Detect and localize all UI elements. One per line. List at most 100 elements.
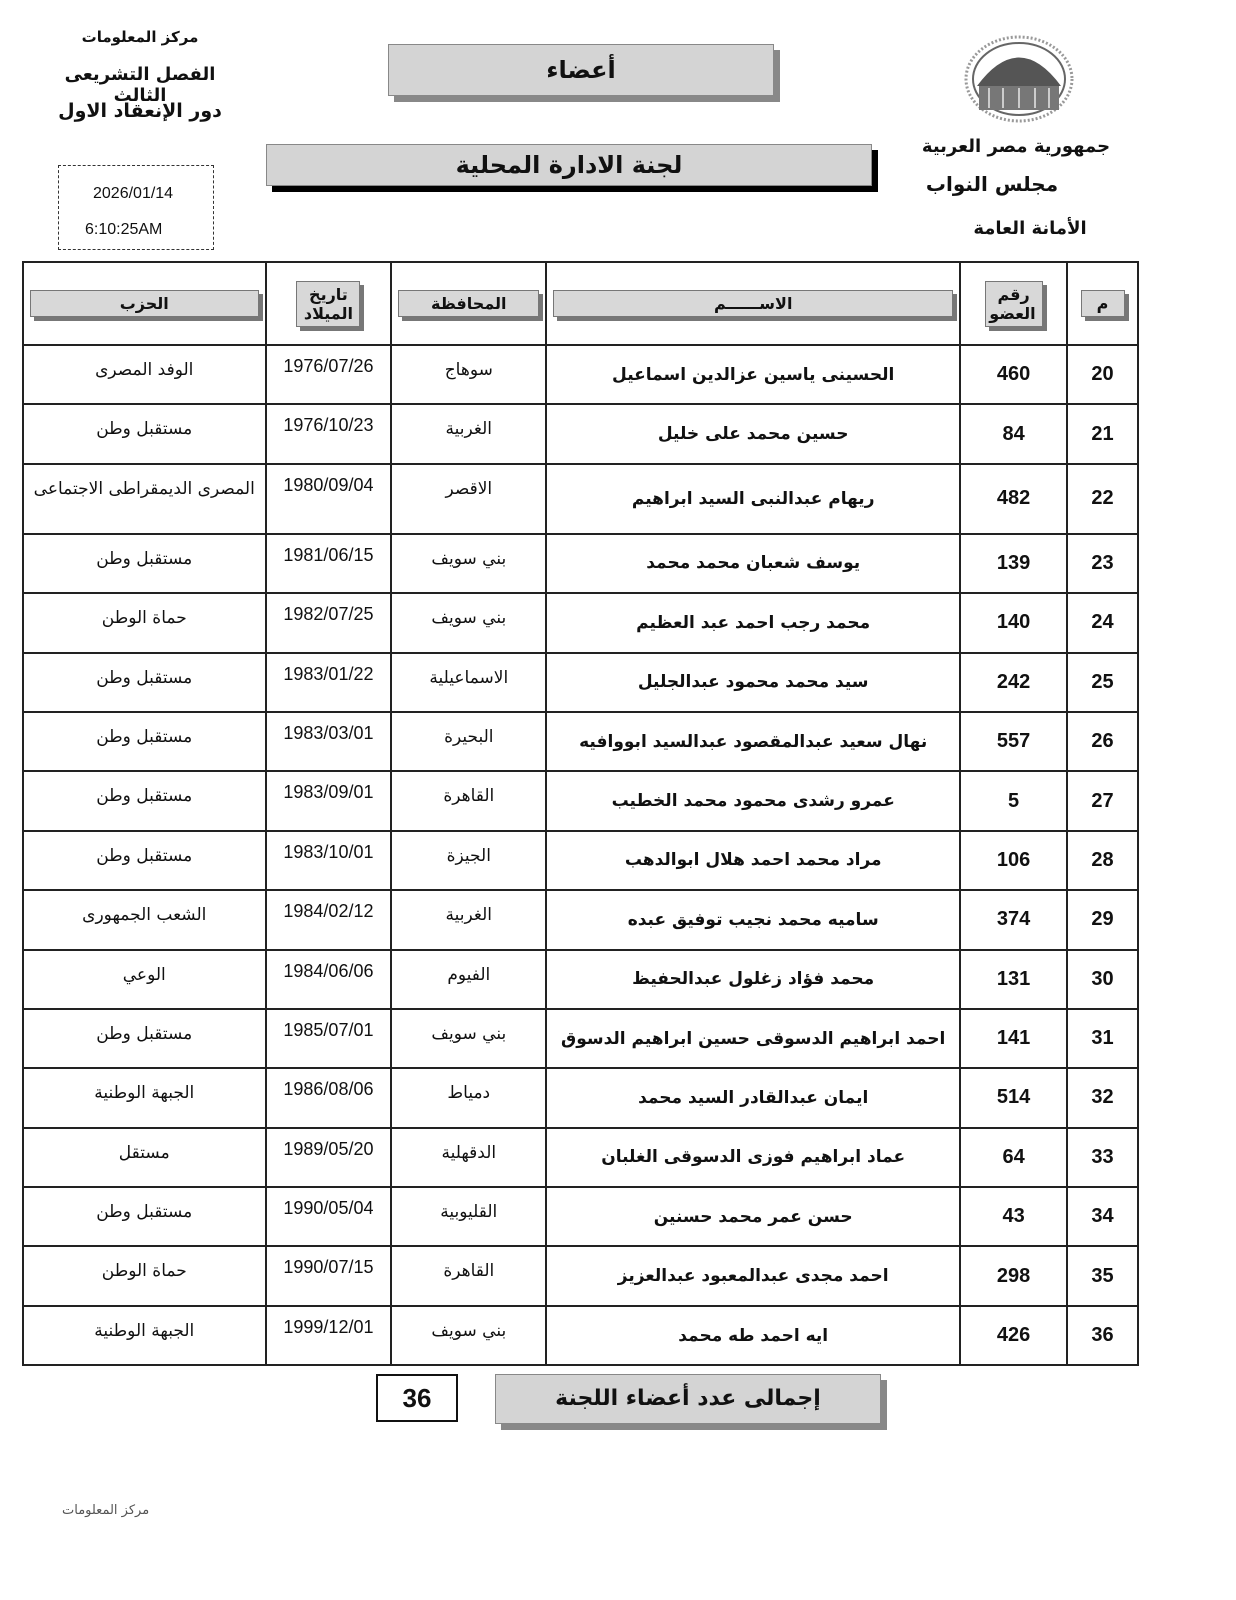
governorate: الاسماعيلية xyxy=(390,651,548,713)
member-number: 5 xyxy=(959,770,1069,832)
row-index: 34 xyxy=(1066,1186,1139,1248)
governorate: الفيوم xyxy=(390,948,548,1010)
member-number: 426 xyxy=(959,1304,1069,1367)
birth-date: 1983/10/01 xyxy=(264,829,393,892)
member-name: عماد ابراهيم فوزى الدسوقى الغلبان xyxy=(545,1126,962,1189)
party: الوعي xyxy=(22,948,267,1010)
party: مستقبل وطن xyxy=(22,1186,267,1248)
birth-date: 1982/07/25 xyxy=(264,592,393,654)
table-row: 34 43 حسن عمر محمد حسنين القليوبية 1990/05/0… xyxy=(22,1186,1139,1248)
table-row: 30 131 محمد فؤاد زغلول عبدالحفيظ الفيوم 1984… xyxy=(22,948,1139,1010)
row-index: 32 xyxy=(1066,1067,1139,1129)
birth-date: 1984/02/12 xyxy=(264,889,393,951)
member-number: 482 xyxy=(959,462,1069,535)
table-row: 36 426 ايه احمد طه محمد بني سويف 1999/12/01 ا… xyxy=(22,1304,1139,1367)
secretariat-label: الأمانة العامة xyxy=(973,218,1087,239)
table-row: 20 460 الحسينى ياسين عزالدين اسماعيل سوهاج 1… xyxy=(22,343,1139,406)
member-name: مراد محمد احمد هلال ابوالدهب xyxy=(545,829,962,892)
table-row: 28 106 مراد محمد احمد هلال ابوالدهب الجيزة 1… xyxy=(22,829,1139,892)
row-index: 28 xyxy=(1066,829,1139,892)
party: مستقبل وطن xyxy=(22,770,267,832)
birth-date: 1989/05/20 xyxy=(264,1126,393,1189)
row-index: 35 xyxy=(1066,1245,1139,1307)
party: مستقبل وطن xyxy=(22,651,267,713)
member-name: الحسينى ياسين عزالدين اسماعيل xyxy=(545,343,962,406)
members-table: م رقم العضو الاســــــم المحافظة تاريخ ا… xyxy=(22,261,1139,1367)
row-index: 25 xyxy=(1066,651,1139,713)
title-box: أعضاء xyxy=(388,44,774,96)
row-index: 27 xyxy=(1066,770,1139,832)
party: مستقل xyxy=(22,1126,267,1189)
birth-date: 1986/08/06 xyxy=(264,1067,393,1129)
row-index: 24 xyxy=(1066,592,1139,654)
birth-date: 1980/09/04 xyxy=(264,462,393,535)
governorate: بني سويف xyxy=(390,532,548,595)
member-number: 514 xyxy=(959,1067,1069,1129)
council-label: مجلس النواب xyxy=(925,172,1059,196)
party: مستقبل وطن xyxy=(22,710,267,773)
col-governorate: المحافظة xyxy=(398,290,540,317)
governorate: الغربية xyxy=(390,403,548,465)
table-row: 31 141 احمد ابراهيم الدسوقى حسين ابراهيم ا… xyxy=(22,1007,1139,1070)
row-index: 36 xyxy=(1066,1304,1139,1367)
col-name: الاســــــم xyxy=(553,290,954,317)
birth-date: 1983/01/22 xyxy=(264,651,393,713)
row-index: 30 xyxy=(1066,948,1139,1010)
birth-date: 1990/07/15 xyxy=(264,1245,393,1307)
session-label: دور الإنعقاد الاول xyxy=(58,100,222,122)
row-index: 22 xyxy=(1066,462,1139,535)
col-m: م xyxy=(1080,290,1125,317)
member-number: 106 xyxy=(959,829,1069,892)
member-number: 139 xyxy=(959,532,1069,595)
print-date: 2026/01/14 xyxy=(93,185,174,202)
print-time: 6:10:25AM xyxy=(85,221,163,238)
governorate: الجيزة xyxy=(390,829,548,892)
governorate: القاهرة xyxy=(390,770,548,832)
governorate: القليوبية xyxy=(390,1186,548,1248)
birth-date: 1983/09/01 xyxy=(264,770,393,832)
member-name: نهال سعيد عبدالمقصود عبدالسيد ابووافيه xyxy=(545,710,962,773)
table-row: 24 140 محمد رجب احمد عبد العظيم بني سويف 198… xyxy=(22,592,1139,654)
birth-date: 1983/03/01 xyxy=(264,710,393,773)
total-count: 36 xyxy=(376,1374,458,1422)
table-row: 22 482 ريهام عبدالنبى السيد ابراهيم الاقصر 1… xyxy=(22,462,1139,535)
party: الجبهة الوطنية xyxy=(22,1067,267,1129)
col-member-no: رقم العضو xyxy=(984,280,1043,327)
table-header: م رقم العضو الاســــــم المحافظة تاريخ ا… xyxy=(22,261,1139,346)
birth-date: 1976/07/26 xyxy=(264,343,393,406)
member-number: 298 xyxy=(959,1245,1069,1307)
birth-date: 1981/06/15 xyxy=(264,532,393,595)
table-row: 23 139 يوسف شعبان محمد محمد بني سويف 1981/06… xyxy=(22,532,1139,595)
table-row: 21 84 حسين محمد على خليل الغربية 1976/10/23 م… xyxy=(22,403,1139,465)
member-number: 242 xyxy=(959,651,1069,713)
member-name: ايه احمد طه محمد xyxy=(545,1304,962,1367)
member-name: عمرو رشدى محمود محمد الخطيب xyxy=(545,770,962,832)
member-name: ايمان عبدالقادر السيد محمد xyxy=(545,1067,962,1129)
party: حماة الوطن xyxy=(22,1245,267,1307)
row-index: 29 xyxy=(1066,889,1139,951)
member-number: 131 xyxy=(959,948,1069,1010)
member-number: 557 xyxy=(959,710,1069,773)
party: الشعب الجمهورى xyxy=(22,889,267,951)
row-index: 20 xyxy=(1066,343,1139,406)
member-number: 374 xyxy=(959,889,1069,951)
governorate: دمياط xyxy=(390,1067,548,1129)
member-name: احمد ابراهيم الدسوقى حسين ابراهيم الدسوق xyxy=(545,1007,962,1070)
col-birth: تاريخ الميلاد xyxy=(296,280,361,327)
member-number: 43 xyxy=(959,1186,1069,1248)
footer-info-center: مركز المعلومات xyxy=(62,1503,150,1518)
member-name: محمد فؤاد زغلول عبدالحفيظ xyxy=(545,948,962,1010)
col-party: الحزب xyxy=(30,290,259,317)
member-name: حسين محمد على خليل xyxy=(545,403,962,465)
party: مستقبل وطن xyxy=(22,1007,267,1070)
member-name: حسن عمر محمد حسنين xyxy=(545,1186,962,1248)
table-row: 25 242 سيد محمد محمود عبدالجليل الاسماعيلية… xyxy=(22,651,1139,713)
info-center-label: مركز المعلومات xyxy=(81,28,199,46)
party: مستقبل وطن xyxy=(22,532,267,595)
member-number: 141 xyxy=(959,1007,1069,1070)
governorate: بني سويف xyxy=(390,1304,548,1367)
governorate: بني سويف xyxy=(390,1007,548,1070)
row-index: 23 xyxy=(1066,532,1139,595)
table-row: 29 374 ساميه محمد نجيب توفيق عبده الغربية 19… xyxy=(22,889,1139,951)
parliament-logo xyxy=(963,34,1075,124)
